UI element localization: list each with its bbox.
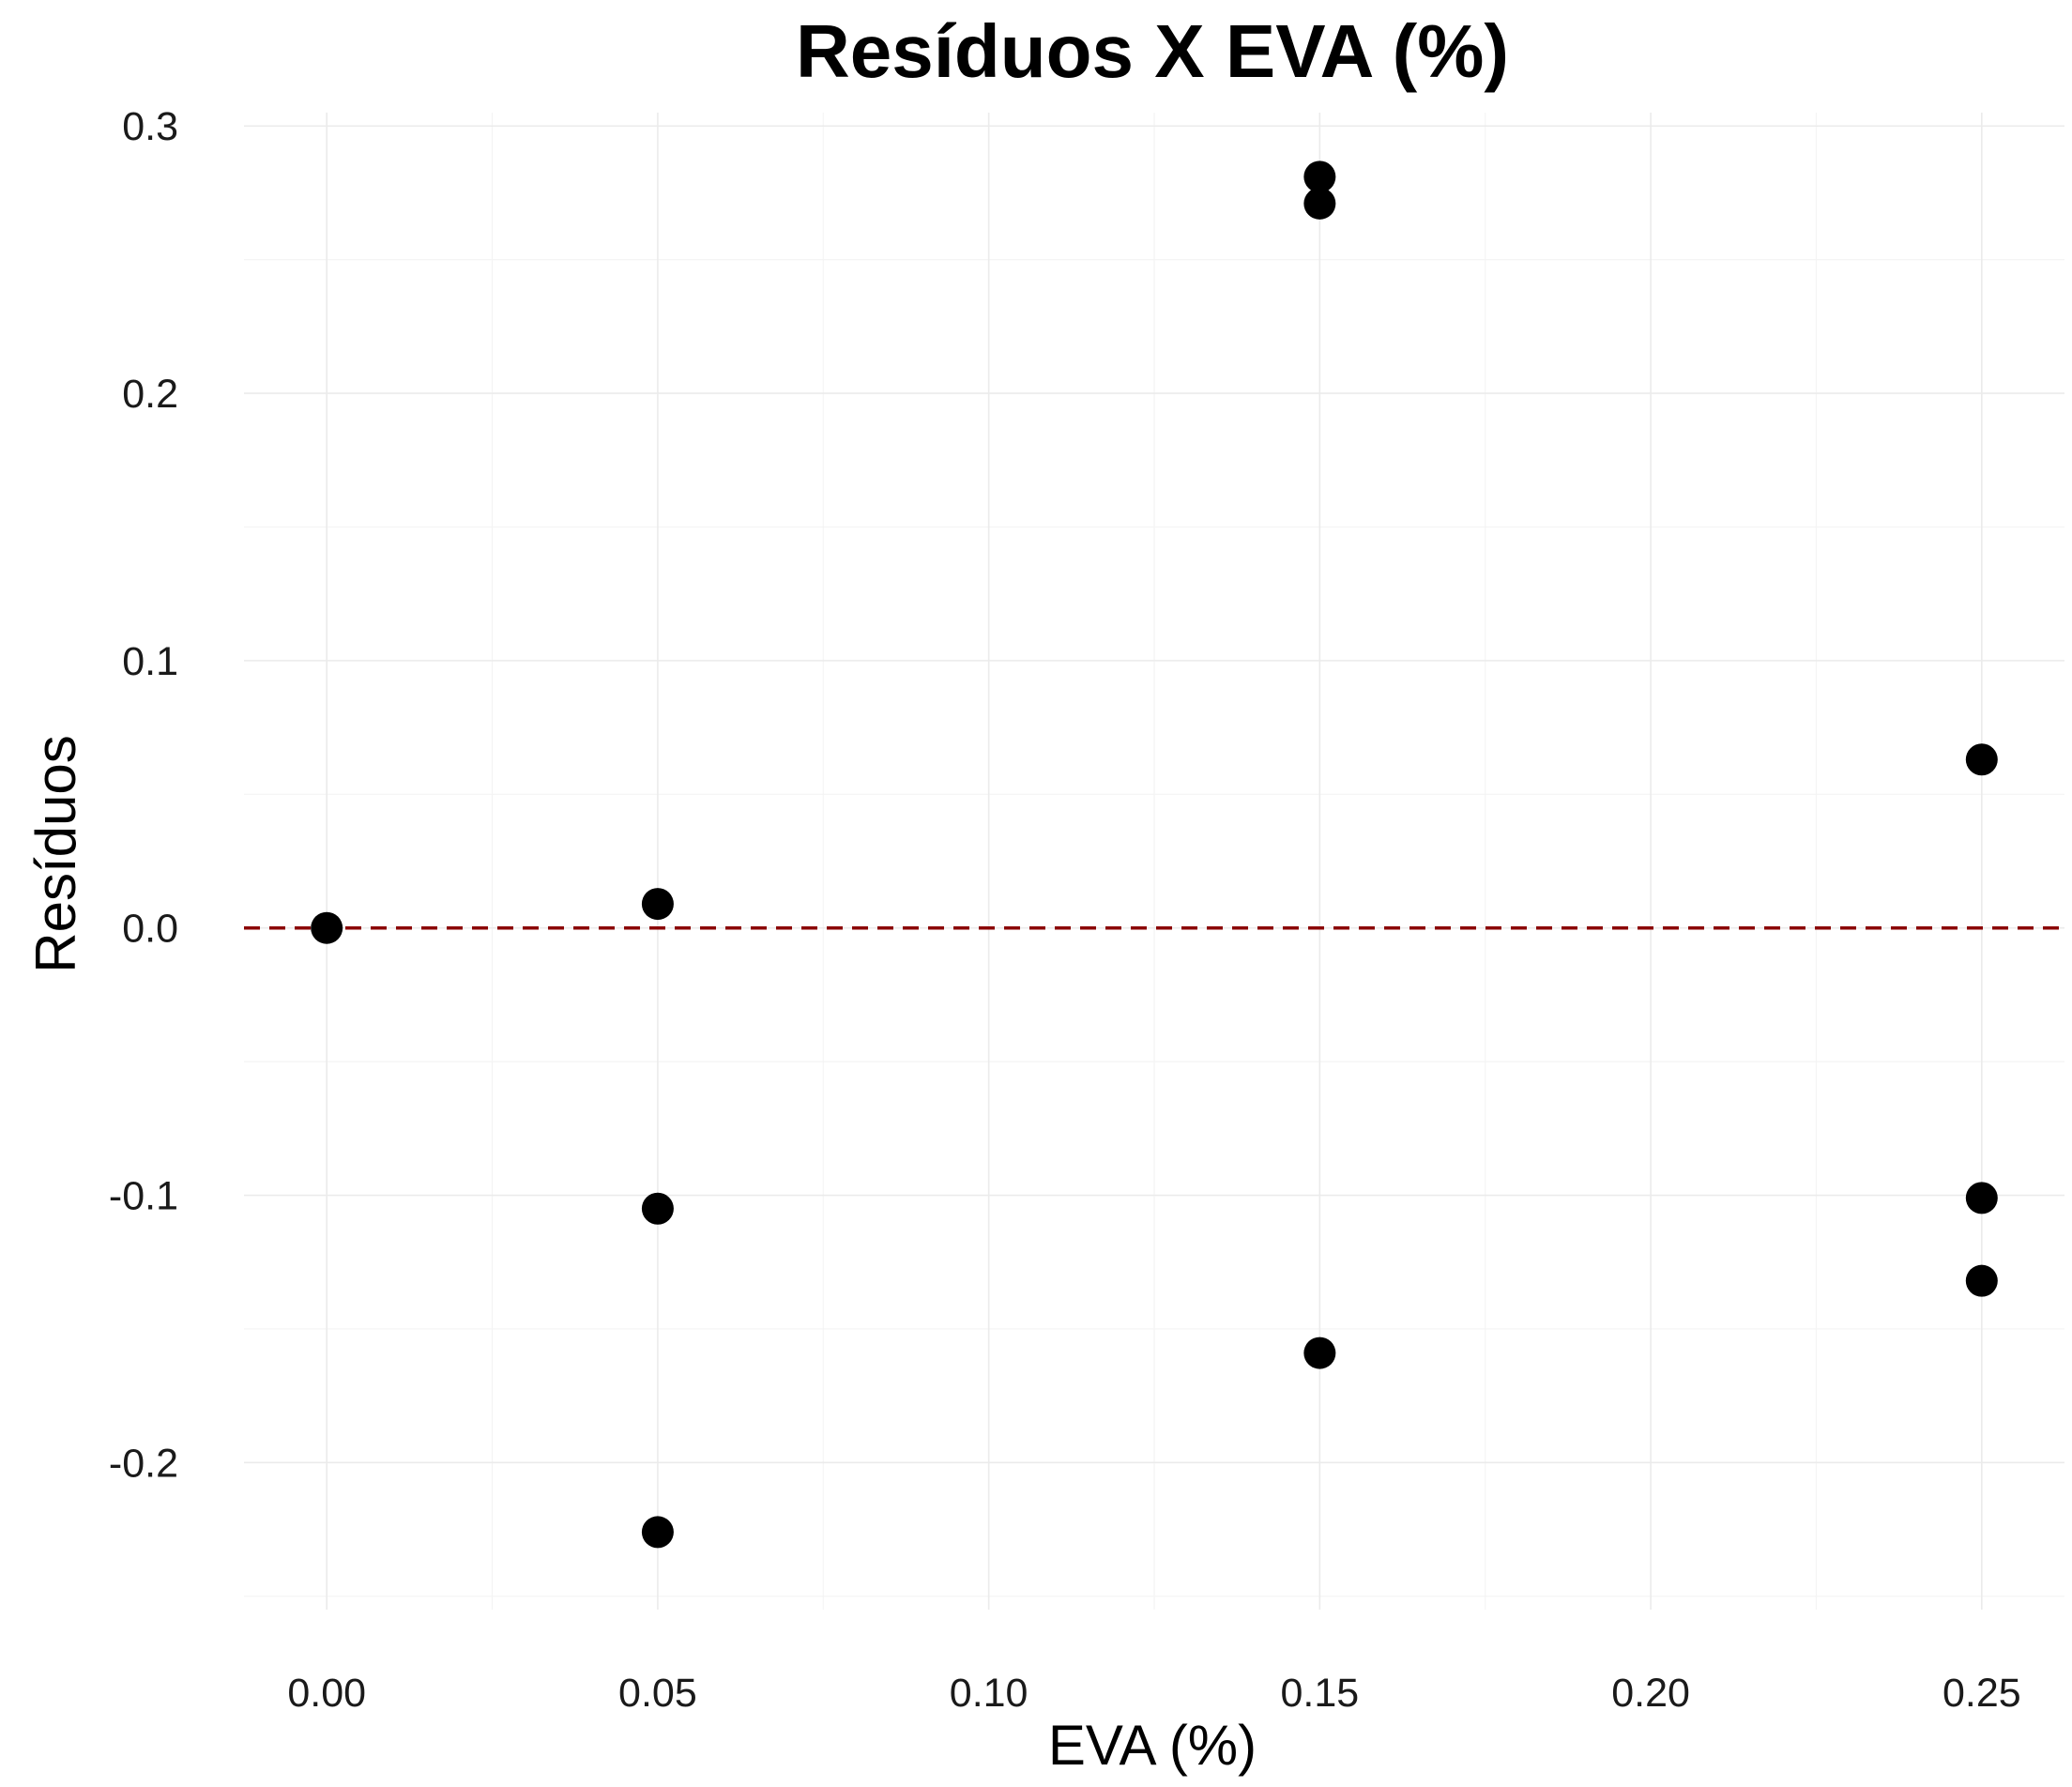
y-axis-label: Resíduos: [24, 735, 87, 972]
data-point: [1965, 743, 1998, 776]
chart-title: Resíduos X EVA (%): [796, 9, 1509, 93]
data-point: [1303, 187, 1336, 220]
y-tick-label: 0.1: [122, 639, 178, 684]
grid-lines: [244, 113, 2064, 1610]
y-tick-label: 0.2: [122, 372, 178, 417]
data-point: [1965, 1264, 1998, 1297]
data-point: [1303, 1336, 1336, 1369]
data-point: [641, 1192, 674, 1225]
x-tick-label: 0.00: [287, 1671, 366, 1716]
x-tick-label: 0.25: [1942, 1671, 2021, 1716]
y-tick-label: -0.1: [109, 1174, 178, 1219]
x-tick-label: 0.15: [1281, 1671, 1360, 1716]
y-tick-label: 0.0: [122, 907, 178, 952]
y-tick-label: -0.2: [109, 1441, 178, 1486]
data-point: [1965, 1182, 1998, 1214]
x-tick-label: 0.20: [1611, 1671, 1690, 1716]
x-axis-label: EVA (%): [1048, 1714, 1257, 1777]
data-point: [641, 888, 674, 921]
data-points: [311, 160, 1998, 1549]
data-point: [311, 911, 343, 944]
tick-labels: 0.00 0.05 0.10 0.15 0.20 0.25 -0.2 -0.1 0.0 0.1 0.…: [109, 104, 2021, 1716]
x-tick-label: 0.05: [618, 1671, 697, 1716]
y-tick-label: 0.3: [122, 104, 178, 149]
x-tick-label: 0.10: [950, 1671, 1028, 1716]
data-point: [641, 1516, 674, 1549]
data-point: [1303, 160, 1336, 193]
